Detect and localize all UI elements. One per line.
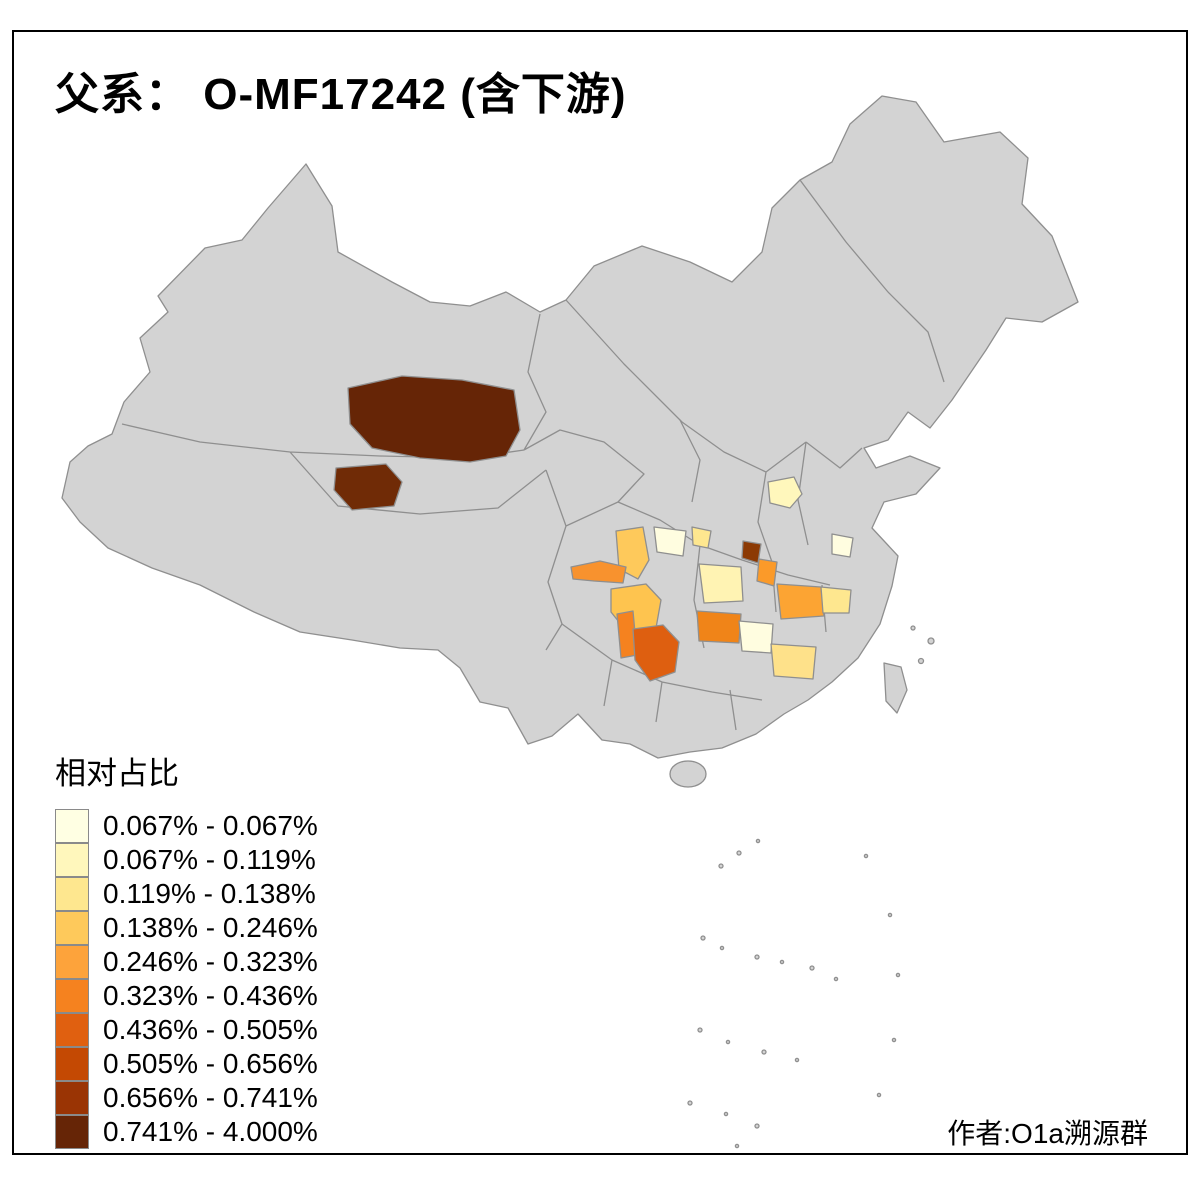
legend-swatch <box>55 877 89 911</box>
scs-islet <box>725 1039 731 1045</box>
legend-label: 0.067% - 0.119% <box>103 844 316 875</box>
scs-islet <box>723 1111 729 1117</box>
legend-swatch <box>55 945 89 979</box>
legend-swatch <box>55 809 89 843</box>
scs-islet <box>833 976 839 982</box>
scs-islet <box>779 959 785 965</box>
map-region-hunan-north <box>776 583 825 620</box>
legend-label: 0.119% - 0.138% <box>103 878 316 909</box>
scs-islet <box>734 1143 740 1149</box>
legend-label: 0.505% - 0.656% <box>103 1048 318 1079</box>
legend-label: 0.656% - 0.741% <box>103 1082 318 1113</box>
legend-label: 0.138% - 0.246% <box>103 912 318 943</box>
legend-swatch <box>55 911 89 945</box>
map-legend: 相对占比 0.067% - 0.067% 0.067% - 0.119% 0.1… <box>55 748 318 1149</box>
scs-islet <box>761 1049 767 1055</box>
scs-islet <box>876 1092 882 1098</box>
map-region-hubei-pale <box>698 563 744 604</box>
attribution-text: 作者:O1a溯源群 <box>947 1118 1148 1149</box>
scs-islet <box>809 965 815 971</box>
map-region-southern-xinjiang <box>347 375 521 463</box>
scs-islet <box>687 1100 693 1106</box>
page-title: 父系： O-MF17242 (含下游) <box>55 70 627 119</box>
coastal-islet <box>927 637 935 645</box>
scs-islet <box>887 912 893 918</box>
legend-row: 0.323% - 0.436% <box>55 979 318 1013</box>
legend-row: 0.246% - 0.323% <box>55 945 318 979</box>
taiwan-island <box>883 662 908 714</box>
legend-label: 0.436% - 0.505% <box>103 1014 318 1045</box>
scs-islet <box>718 863 724 869</box>
scs-islet <box>736 850 742 856</box>
legend-row: 0.656% - 0.741% <box>55 1081 318 1115</box>
province-border-lines-south <box>561 623 763 731</box>
legend-row: 0.505% - 0.656% <box>55 1047 318 1081</box>
scs-islet <box>755 838 761 844</box>
province-border-lines-west <box>121 313 645 651</box>
scs-islet <box>697 1027 703 1033</box>
map-region-northern-tibet <box>333 463 403 511</box>
map-region-henan-patch <box>767 476 803 509</box>
legend-swatch <box>55 1081 89 1115</box>
province-border-lines-north <box>565 179 945 563</box>
province-borders <box>121 179 945 731</box>
map-region-hunan-south-pale <box>770 643 817 680</box>
legend-label: 0.323% - 0.436% <box>103 980 318 1011</box>
legend-row: 0.741% - 4.000% <box>55 1115 318 1149</box>
legend-title: 相对占比 <box>55 756 179 791</box>
map-region-shaanxi-south <box>691 526 712 549</box>
legend-label: 0.246% - 0.323% <box>103 946 318 977</box>
legend-swatch <box>55 1013 89 1047</box>
map-region-sichuan-pale <box>653 526 687 557</box>
scs-islet <box>891 1037 897 1043</box>
scs-islet <box>754 954 760 960</box>
legend-swatch <box>55 1115 89 1149</box>
legend-row: 0.436% - 0.505% <box>55 1013 318 1047</box>
map-region-hunan-central-pale <box>738 620 774 654</box>
legend-rows: 0.067% - 0.067% 0.067% - 0.119% 0.119% -… <box>55 809 318 1149</box>
scs-islet <box>794 1057 800 1063</box>
coastal-islet <box>910 625 916 631</box>
legend-swatch <box>55 979 89 1013</box>
scs-islet <box>754 1123 760 1129</box>
map-region-hubei-orange-small <box>756 558 778 587</box>
legend-row: 0.067% - 0.067% <box>55 809 318 843</box>
legend-row: 0.119% - 0.138% <box>55 877 318 911</box>
legend-label: 0.067% - 0.067% <box>103 810 318 841</box>
hainan-island <box>669 760 707 788</box>
map-region-west-sichuan-strip <box>570 560 627 584</box>
map-borders-group <box>61 95 1079 1149</box>
legend-swatch <box>55 1047 89 1081</box>
map-region-chongqing-guizhou <box>632 624 680 682</box>
map-region-anhui-patch <box>831 533 854 558</box>
coastal-islet <box>917 657 925 665</box>
map-region-hunan-west <box>696 610 742 644</box>
scs-islet <box>719 945 725 951</box>
scs-islet <box>700 935 706 941</box>
legend-swatch <box>55 843 89 877</box>
map-region-jiangxi-pale <box>820 586 852 614</box>
scs-islet <box>895 972 901 978</box>
legend-row: 0.138% - 0.246% <box>55 911 318 945</box>
scs-islet <box>863 853 869 859</box>
province-border-lines-central <box>617 419 831 649</box>
legend-row: 0.067% - 0.119% <box>55 843 318 877</box>
mainland-polygon <box>61 95 1079 759</box>
legend-label: 0.741% - 4.000% <box>103 1116 318 1147</box>
